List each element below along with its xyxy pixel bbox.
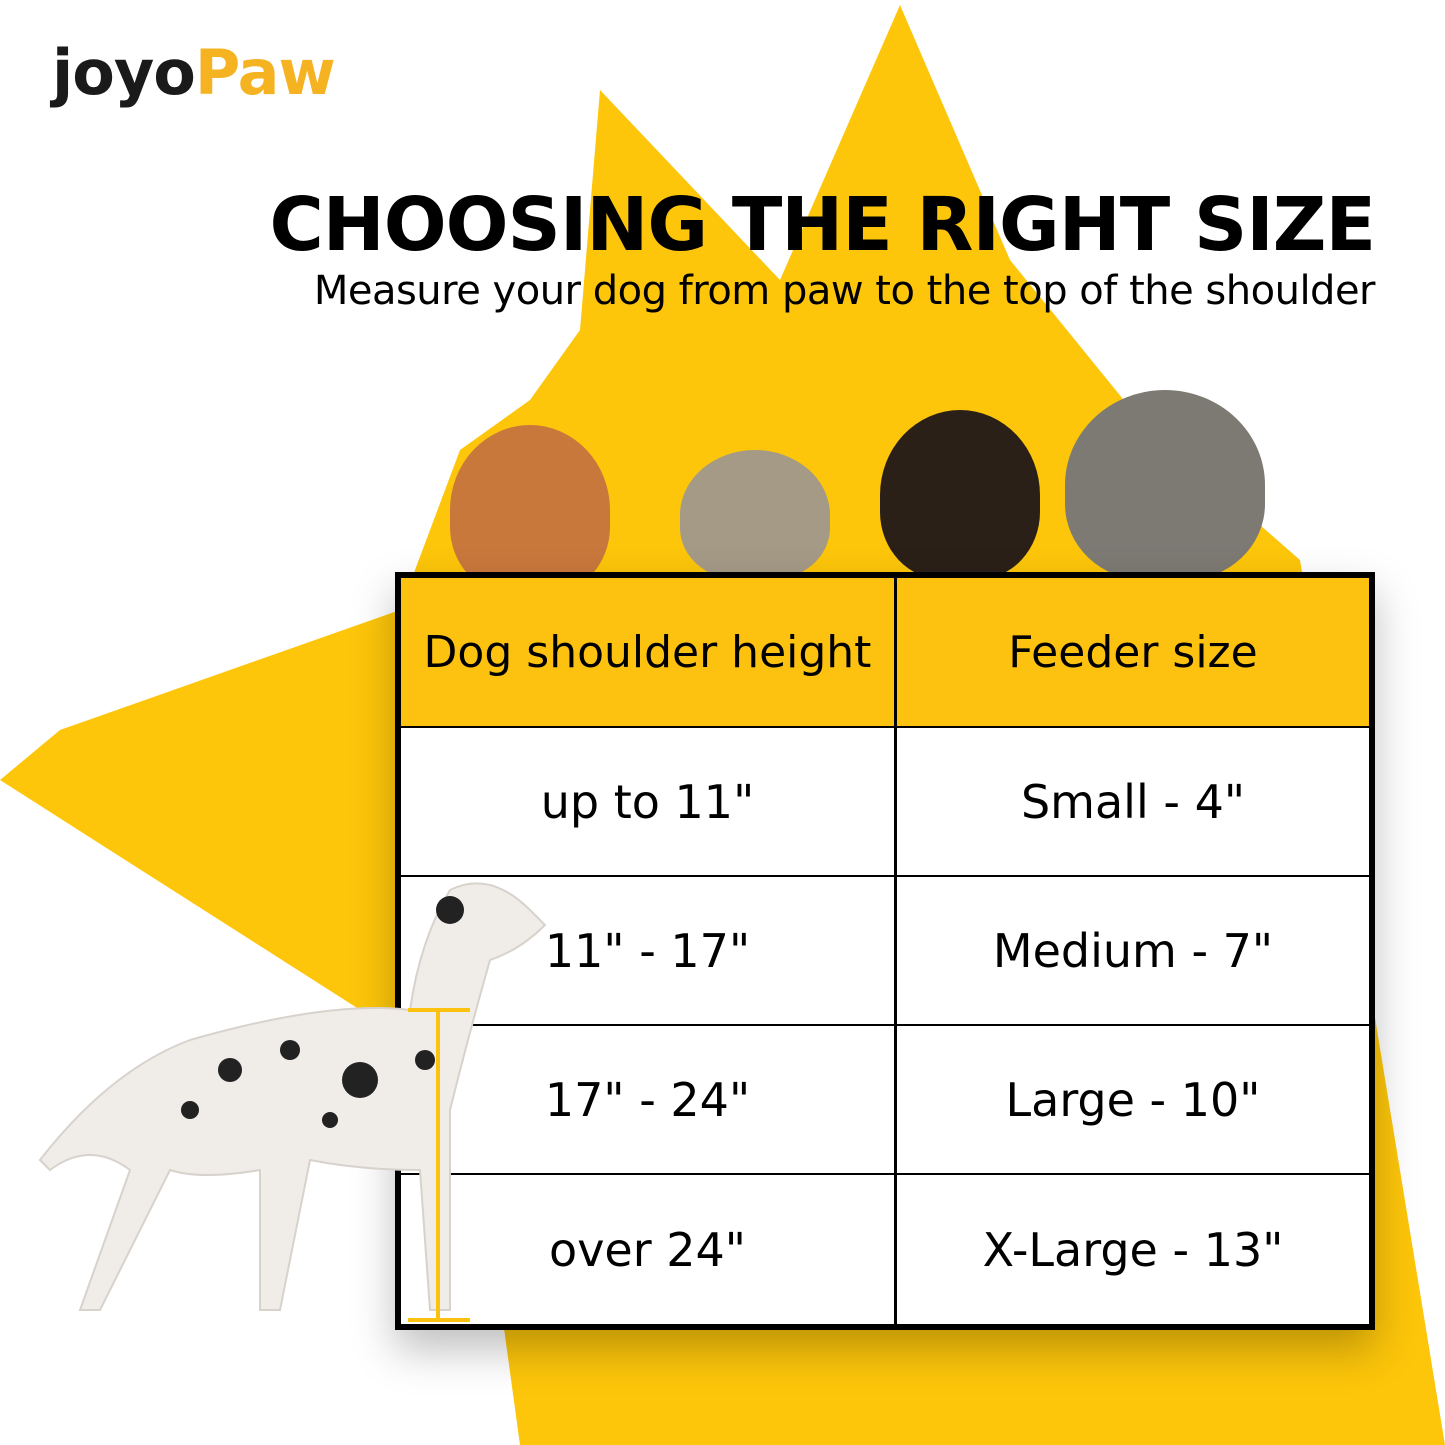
- dalmatian-illustration: [38, 882, 547, 1322]
- cell-height: up to 11": [401, 728, 897, 877]
- cat-image-gray: [1065, 390, 1265, 580]
- header-feeder-size: Feeder size: [897, 578, 1369, 728]
- dog-image-brown: [450, 425, 610, 595]
- cell-size: Small - 4": [897, 728, 1369, 877]
- joyopaw-logo: joyoPaw: [52, 42, 336, 104]
- cell-size: Large - 10": [897, 1026, 1369, 1175]
- size-chart-table: Dog shoulder height Feeder size up to 11…: [395, 572, 1375, 1330]
- header-dog-shoulder-height: Dog shoulder height: [401, 578, 897, 728]
- page-subtitle: Measure your dog from paw to the top of …: [313, 268, 1376, 314]
- cell-size: X-Large - 13": [982, 1222, 1284, 1277]
- dog-image-puppy: [880, 410, 1040, 580]
- cell-size: Medium - 7": [897, 877, 1369, 1026]
- cat-image-tabby: [680, 450, 830, 580]
- cell-height: 17" - 24": [401, 1026, 897, 1175]
- page-title: CHOOSING THE RIGHT SIZE: [269, 182, 1376, 268]
- logo-text-joyo: joyo: [52, 36, 196, 109]
- cell-height: over 24": [401, 1175, 897, 1324]
- cell-height: 11" - 17": [401, 877, 897, 1026]
- logo-text-paw: Paw: [194, 36, 336, 109]
